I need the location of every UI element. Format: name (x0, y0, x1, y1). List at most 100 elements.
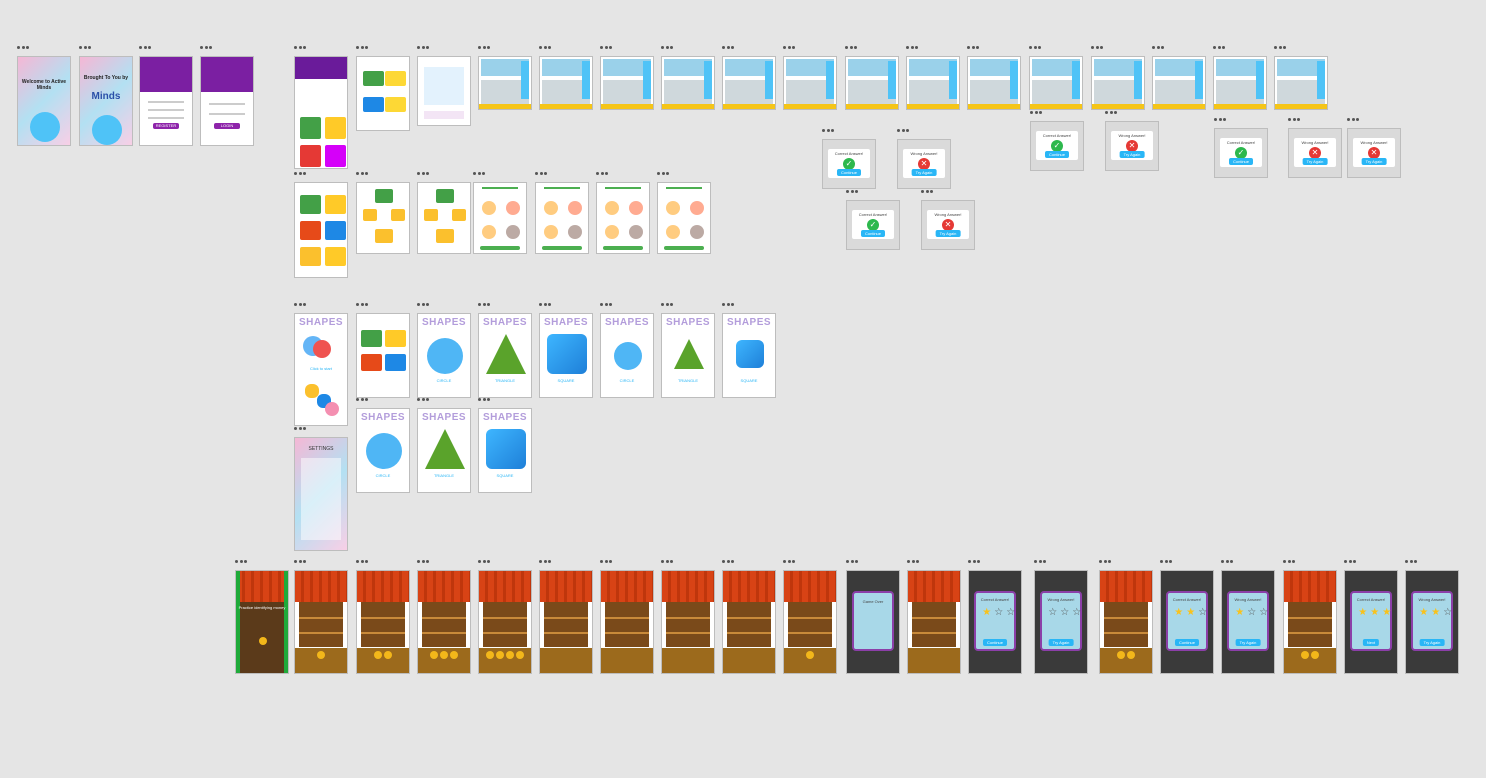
menu-tile[interactable] (300, 117, 321, 140)
more-dots-icon[interactable] (897, 129, 911, 132)
more-dots-icon[interactable] (1288, 118, 1302, 121)
screen-scene-11[interactable] (1091, 46, 1145, 110)
email-field[interactable] (147, 109, 185, 111)
modal-correct[interactable]: Correct Answer! ✓ Continue (1030, 111, 1084, 171)
more-dots-icon[interactable] (356, 398, 370, 401)
more-dots-icon[interactable] (417, 303, 431, 306)
screen-question-1[interactable] (473, 172, 527, 254)
more-dots-icon[interactable] (478, 303, 492, 306)
screen-shape-triangle-small[interactable]: SHAPES TRIANGLE (661, 303, 715, 398)
screen-market-9[interactable] (783, 560, 837, 674)
menu-tile[interactable] (385, 97, 406, 112)
modal-market-wrong-3[interactable]: Wrong Answer! ★ ★ ☆ Try Again (1405, 560, 1459, 674)
more-dots-icon[interactable] (968, 560, 982, 563)
coin-icon[interactable] (496, 651, 504, 659)
menu-tile[interactable] (325, 195, 346, 214)
screen-market-12[interactable] (1283, 560, 1337, 674)
more-dots-icon[interactable] (722, 303, 736, 306)
register-button[interactable]: REGISTER (153, 123, 179, 129)
menu-tile[interactable] (325, 117, 346, 140)
triangle-shape[interactable] (425, 429, 465, 469)
more-dots-icon[interactable] (294, 303, 308, 306)
screen-profile-menu[interactable] (294, 46, 348, 169)
coin-icon[interactable] (1127, 651, 1135, 659)
menu-tile[interactable] (363, 71, 384, 86)
continue-button[interactable]: Continue (836, 169, 862, 177)
modal-button[interactable]: Try Again (1235, 638, 1261, 646)
screen-scene-1[interactable] (478, 46, 532, 110)
screen-market-3[interactable] (417, 560, 471, 674)
coin-icon[interactable] (1311, 651, 1319, 659)
coin-icon[interactable] (450, 651, 458, 659)
more-dots-icon[interactable] (921, 190, 935, 193)
screen-question-2[interactable] (535, 172, 589, 254)
more-dots-icon[interactable] (596, 172, 610, 175)
modal-market-correct-2[interactable]: Correct Answer! ★ ★ ☆ Continue (1160, 560, 1214, 674)
screen-category-menu[interactable] (356, 46, 410, 131)
screen-question-3[interactable] (596, 172, 650, 254)
screen-brought-by[interactable]: Brought To You by Minds (79, 46, 133, 146)
screen-shape-square-large[interactable]: SHAPES SQUARE (539, 303, 593, 398)
coin-icon[interactable] (440, 651, 448, 659)
more-dots-icon[interactable] (1274, 46, 1288, 49)
coin-icon[interactable] (486, 651, 494, 659)
modal-market-correct[interactable]: Correct Answer! ★ ☆ ☆ Continue (968, 560, 1022, 674)
screen-shape-circle[interactable]: SHAPES CIRCLE (356, 398, 410, 493)
more-dots-icon[interactable] (845, 46, 859, 49)
screen-scene-6[interactable] (783, 46, 837, 110)
more-dots-icon[interactable] (478, 560, 492, 563)
more-dots-icon[interactable] (478, 46, 492, 49)
more-dots-icon[interactable] (722, 46, 736, 49)
modal-correct[interactable]: Correct Answer! ✓ Continue (1214, 118, 1268, 178)
menu-tile[interactable] (361, 330, 382, 347)
screen-scene-13[interactable] (1213, 46, 1267, 110)
more-dots-icon[interactable] (967, 46, 981, 49)
more-dots-icon[interactable] (294, 172, 308, 175)
screen-login[interactable]: LOGIN (200, 46, 254, 146)
more-dots-icon[interactable] (657, 172, 671, 175)
coin-icon[interactable] (374, 651, 382, 659)
circle-shape[interactable] (427, 338, 463, 374)
square-shape[interactable] (547, 334, 587, 374)
more-dots-icon[interactable] (1347, 118, 1361, 121)
more-dots-icon[interactable] (600, 303, 614, 306)
more-dots-icon[interactable] (661, 560, 675, 563)
try-again-button[interactable]: Try Again (1119, 151, 1145, 159)
coin-icon[interactable] (506, 651, 514, 659)
more-dots-icon[interactable] (661, 46, 675, 49)
screen-shape-triangle-large[interactable]: SHAPES TRIANGLE (478, 303, 532, 398)
modal-wrong[interactable]: Wrong Answer! ✕ Try Again (897, 129, 951, 189)
try-again-button[interactable]: Try Again (935, 230, 961, 238)
screen-lesson-1[interactable] (356, 172, 410, 254)
screen-settings[interactable]: SETTINGS (294, 427, 348, 551)
screen-shape-triangle[interactable]: SHAPES TRIANGLE (417, 398, 471, 493)
more-dots-icon[interactable] (1160, 560, 1174, 563)
more-dots-icon[interactable] (906, 46, 920, 49)
more-dots-icon[interactable] (822, 129, 836, 132)
screen-game-over[interactable]: Game Over (846, 560, 900, 674)
more-dots-icon[interactable] (846, 190, 860, 193)
modal-button[interactable]: Try Again (1419, 638, 1445, 646)
screen-shapes-intro[interactable]: SHAPES Click to start (294, 303, 348, 426)
screen-question-4[interactable] (657, 172, 711, 254)
password-field[interactable] (147, 117, 185, 119)
more-dots-icon[interactable] (356, 560, 370, 563)
more-dots-icon[interactable] (1152, 46, 1166, 49)
screen-scene-14[interactable] (1274, 46, 1328, 110)
modal-market-correct-3[interactable]: Correct Answer! ★ ★ ★ Next (1344, 560, 1398, 674)
more-dots-icon[interactable] (294, 46, 308, 49)
screen-lesson-2[interactable] (417, 172, 471, 254)
modal-button[interactable]: Continue (1174, 638, 1200, 646)
more-dots-icon[interactable] (1213, 46, 1227, 49)
screen-shape-circle-large[interactable]: SHAPES CIRCLE (417, 303, 471, 398)
name-field[interactable] (147, 101, 185, 103)
more-dots-icon[interactable] (1030, 111, 1044, 114)
screen-shapes-menu[interactable] (356, 303, 410, 398)
modal-button[interactable]: Next (1362, 638, 1380, 646)
menu-tile[interactable] (361, 354, 382, 371)
more-dots-icon[interactable] (294, 427, 308, 430)
more-dots-icon[interactable] (1029, 46, 1043, 49)
more-dots-icon[interactable] (1099, 560, 1113, 563)
menu-tile[interactable] (325, 221, 346, 240)
screen-market-6[interactable] (600, 560, 654, 674)
